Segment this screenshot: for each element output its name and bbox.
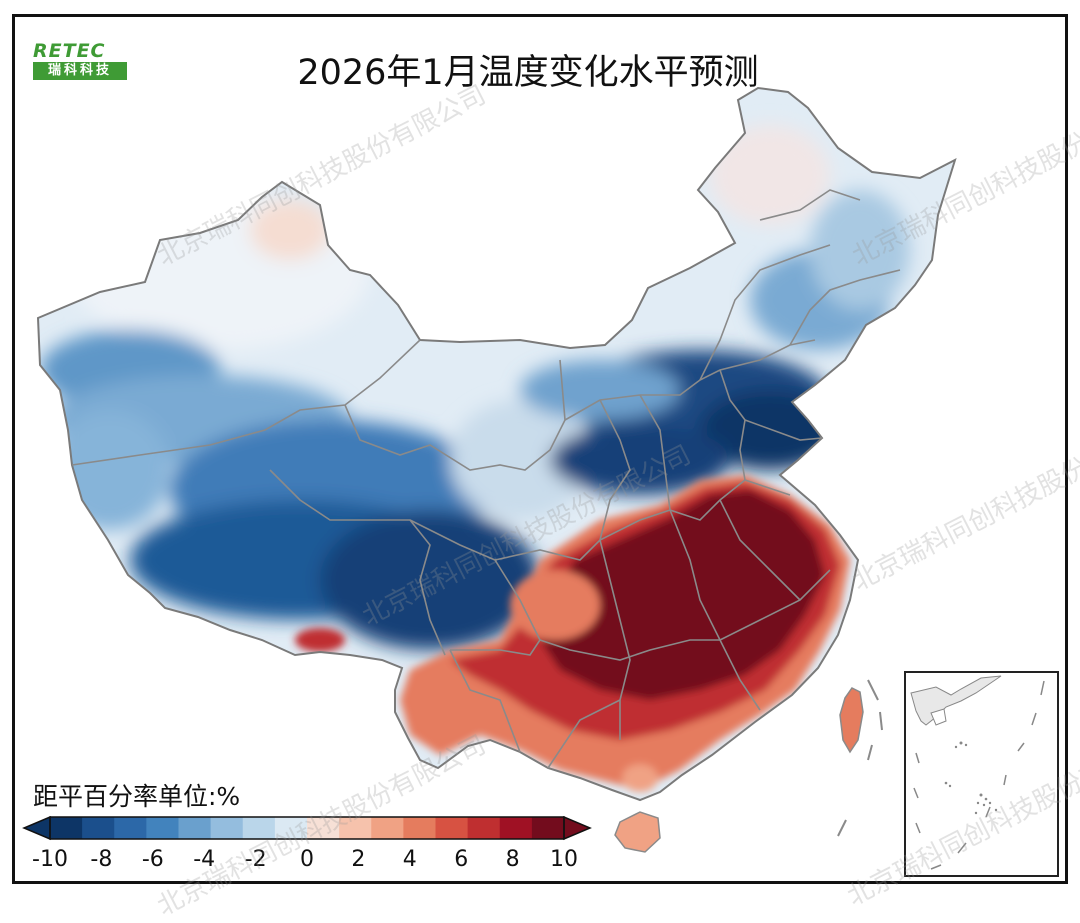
colorbar-cell xyxy=(435,817,469,839)
logo-chinese-text: 瑞科科技 xyxy=(33,62,127,80)
colorbar-cell xyxy=(210,817,244,839)
temperature-anomaly-field xyxy=(38,88,955,800)
legend-tick-label: -2 xyxy=(244,847,267,872)
legend-tick-label: 2 xyxy=(351,847,366,872)
legend-tick-label: 10 xyxy=(550,847,578,872)
legend-tick-label: 6 xyxy=(454,847,469,872)
colorbar-cell xyxy=(371,817,404,839)
legend-title: 距平百分率单位:% xyxy=(33,782,241,811)
colorbar-cell xyxy=(114,817,147,839)
legend-tick-label: 0 xyxy=(300,847,314,872)
legend-tick-label: -6 xyxy=(141,847,164,872)
colorbar-cell xyxy=(274,817,308,839)
colorbar-cell xyxy=(82,817,115,839)
legend-tick-label: 8 xyxy=(505,847,520,872)
legend-tick-label: 4 xyxy=(402,847,417,872)
colorbar-cell xyxy=(499,817,533,839)
colorbar-cell xyxy=(339,817,372,839)
hainan-island xyxy=(614,811,661,853)
colorbar-cells xyxy=(22,816,592,841)
map-title: 2026年1月温度变化水平预测 xyxy=(297,53,759,93)
colorbar-left-arrow xyxy=(22,816,51,841)
colorbar-cell xyxy=(467,817,501,839)
colorbar-cell xyxy=(531,817,565,839)
colorbar-cell xyxy=(403,817,436,839)
taiwan-island xyxy=(839,687,864,754)
colorbar-cell xyxy=(242,817,276,839)
retec-logo: RETEC 瑞科科技 xyxy=(33,41,127,81)
coastal-dashes xyxy=(837,679,883,837)
legend-tick-label: -4 xyxy=(193,847,216,872)
inset-map xyxy=(910,675,1045,870)
china-map xyxy=(36,86,957,853)
logo-latin-text: RETEC xyxy=(33,40,106,62)
province-boundaries xyxy=(36,86,957,802)
colorbar-cell xyxy=(146,817,179,839)
legend-tick-label: -8 xyxy=(90,847,113,872)
colorbar-border xyxy=(49,816,565,840)
colorbar-cell xyxy=(307,817,340,839)
colorbar-cell xyxy=(178,817,212,839)
color-legend-bar xyxy=(22,816,592,841)
south-china-sea-inset xyxy=(904,671,1059,877)
legend-tick-label: -10 xyxy=(32,847,68,872)
colorbar-cell xyxy=(50,817,83,839)
colorbar-right-arrow xyxy=(563,816,592,841)
